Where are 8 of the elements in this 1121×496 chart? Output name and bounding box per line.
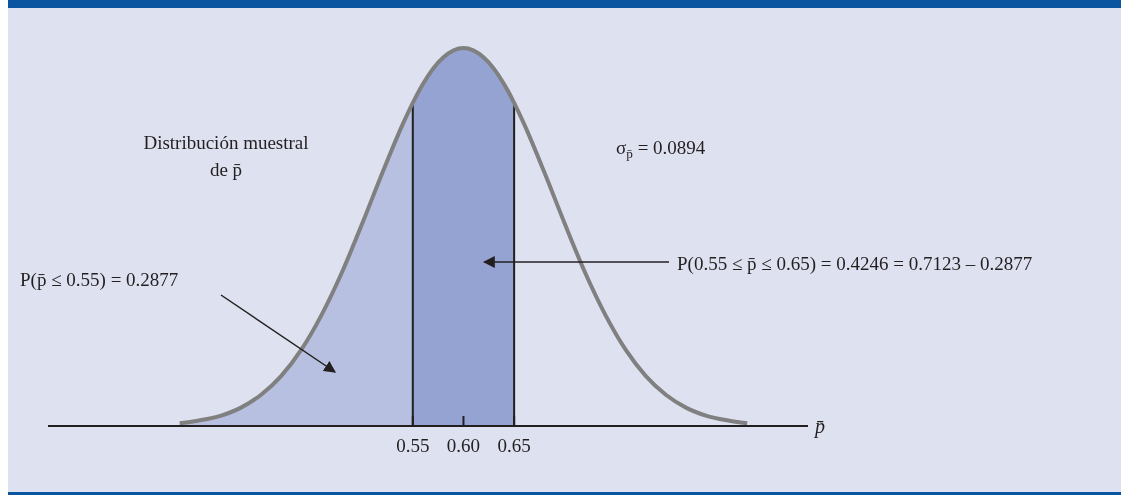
annotation: Distribución muestral de p̄ xyxy=(143,132,309,180)
annotation: σ$_{p̄}$ = 0.0894 xyxy=(616,137,706,161)
x-tick-label: 0.60 xyxy=(446,435,481,456)
x-tick-label: 0.65 xyxy=(497,435,531,456)
annotation: P(p̄ ≤ 0.55) = 0.2877 xyxy=(20,269,179,291)
annotation: P(0.55 ≤ p̄ ≤ 0.65) = 0.4246 = 0.7123 – 0.2877 xyxy=(677,253,1033,275)
x-tick-label: 0.55 xyxy=(396,435,430,456)
x-axis-title: p̄ xyxy=(813,415,825,438)
